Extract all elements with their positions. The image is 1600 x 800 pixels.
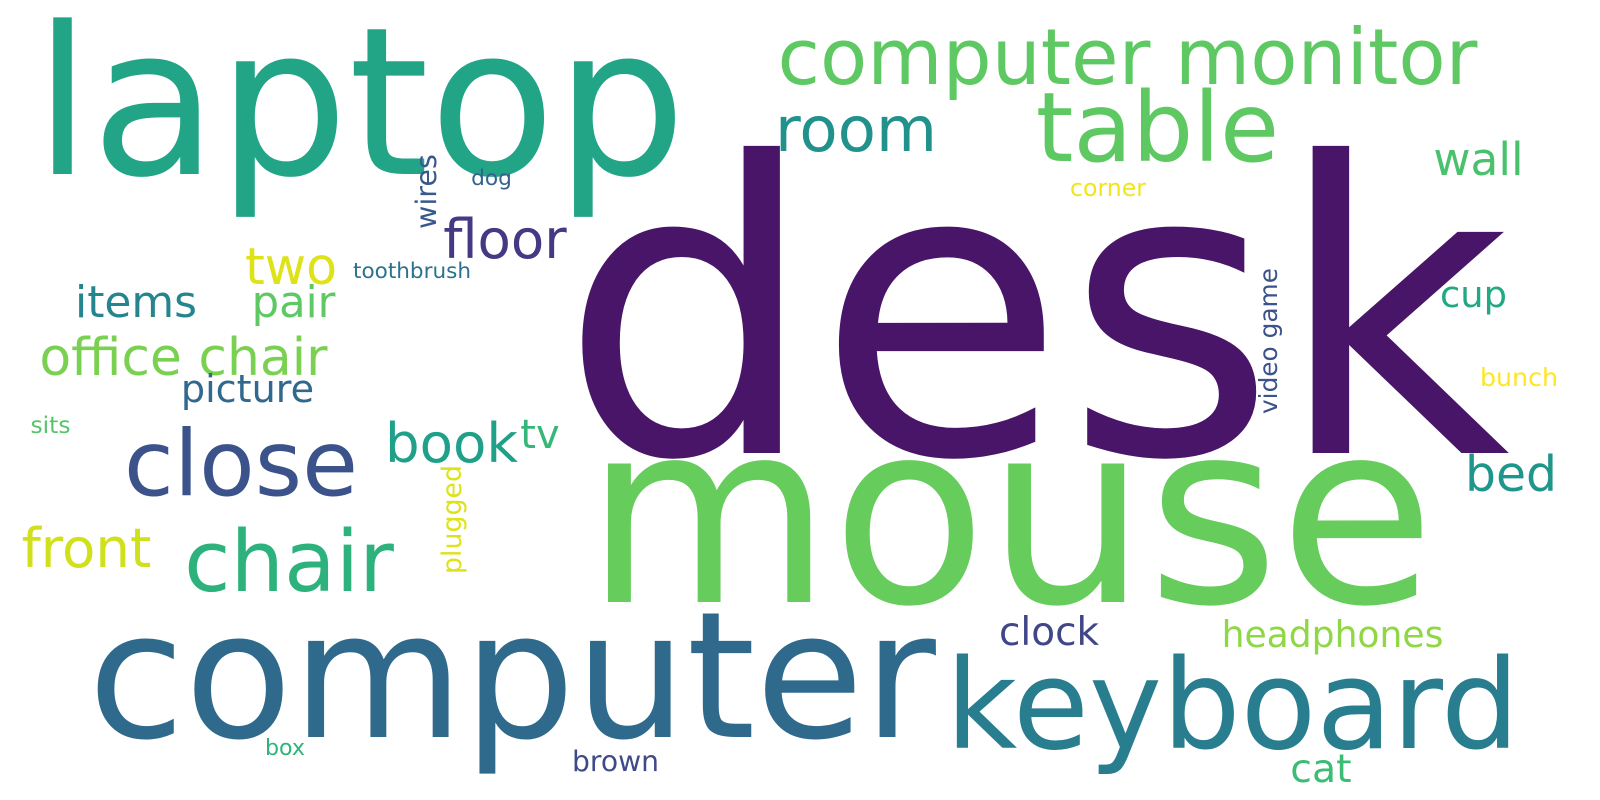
word-bed: bed [1465,445,1557,503]
word-items: items [75,276,197,328]
word-wires: wires [409,154,443,230]
word-laptop: laptop [33,0,687,223]
word-brown: brown [572,745,659,778]
word-keyboard: keyboard [945,634,1520,778]
word-clock: clock [999,610,1100,655]
word-computer: computer [88,574,936,779]
word-book: book [385,411,518,476]
word-pair: pair [251,278,336,328]
word-cup: cup [1440,272,1507,316]
word-desk: desk [560,79,1511,550]
word-mouse: mouse [585,367,1435,663]
word-two: two [245,236,337,296]
word-cat: cat [1290,745,1352,792]
word-computer-monitor: computer monitor [777,13,1478,103]
word-dog: dog [471,166,512,191]
word-wall: wall [1433,133,1524,186]
word-headphones: headphones [1221,614,1444,656]
word-corner: corner [1070,173,1146,202]
word-floor: floor [443,207,567,271]
word-room: room [775,93,937,167]
word-close: close [123,412,359,517]
word-plugged: plugged [437,464,468,574]
word-tv: tv [520,411,560,458]
word-sits: sits [30,411,71,439]
word-picture: picture [180,367,315,411]
word-chair: chair [184,513,394,611]
word-office-chair: office chair [39,328,328,388]
word-toothbrush: toothbrush [353,258,471,284]
word-bunch: bunch [1480,363,1558,393]
word-video-game: video game [1254,268,1283,414]
word-front: front [21,516,152,580]
word-table: table [1035,72,1280,184]
word-box: box [265,734,305,761]
